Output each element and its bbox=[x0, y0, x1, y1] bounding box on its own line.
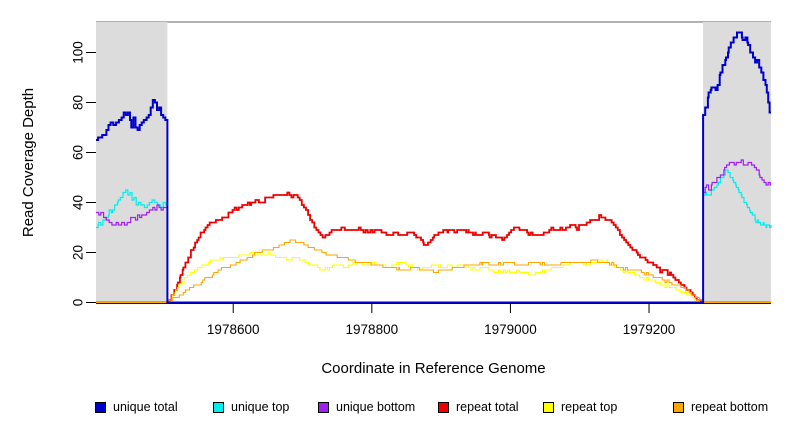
y-axis-title: Read Coverage Depth bbox=[20, 87, 37, 238]
series-unique-total bbox=[96, 31, 771, 304]
series-unique-bottom bbox=[96, 159, 771, 304]
y-tick-label: 60 bbox=[71, 145, 86, 160]
y-tick-label: 20 bbox=[71, 245, 86, 260]
x-tick-label: 1978600 bbox=[207, 322, 260, 337]
series-repeat-bottom bbox=[96, 239, 771, 304]
series-repeat-total bbox=[96, 191, 771, 304]
shaded-region-left-unique-flank bbox=[96, 22, 168, 303]
x-tick-label: 1978800 bbox=[346, 322, 399, 337]
y-tick-label: 40 bbox=[71, 195, 86, 210]
y-tick-label: 80 bbox=[71, 95, 86, 110]
x-tick-label: 1979000 bbox=[484, 322, 537, 337]
y-tick-label: 100 bbox=[71, 41, 86, 64]
y-tick-label: 0 bbox=[71, 299, 86, 307]
x-axis-title: Coordinate in Reference Genome bbox=[321, 360, 546, 377]
x-tick-label: 1979200 bbox=[623, 322, 676, 337]
series-repeat-top bbox=[96, 251, 771, 304]
